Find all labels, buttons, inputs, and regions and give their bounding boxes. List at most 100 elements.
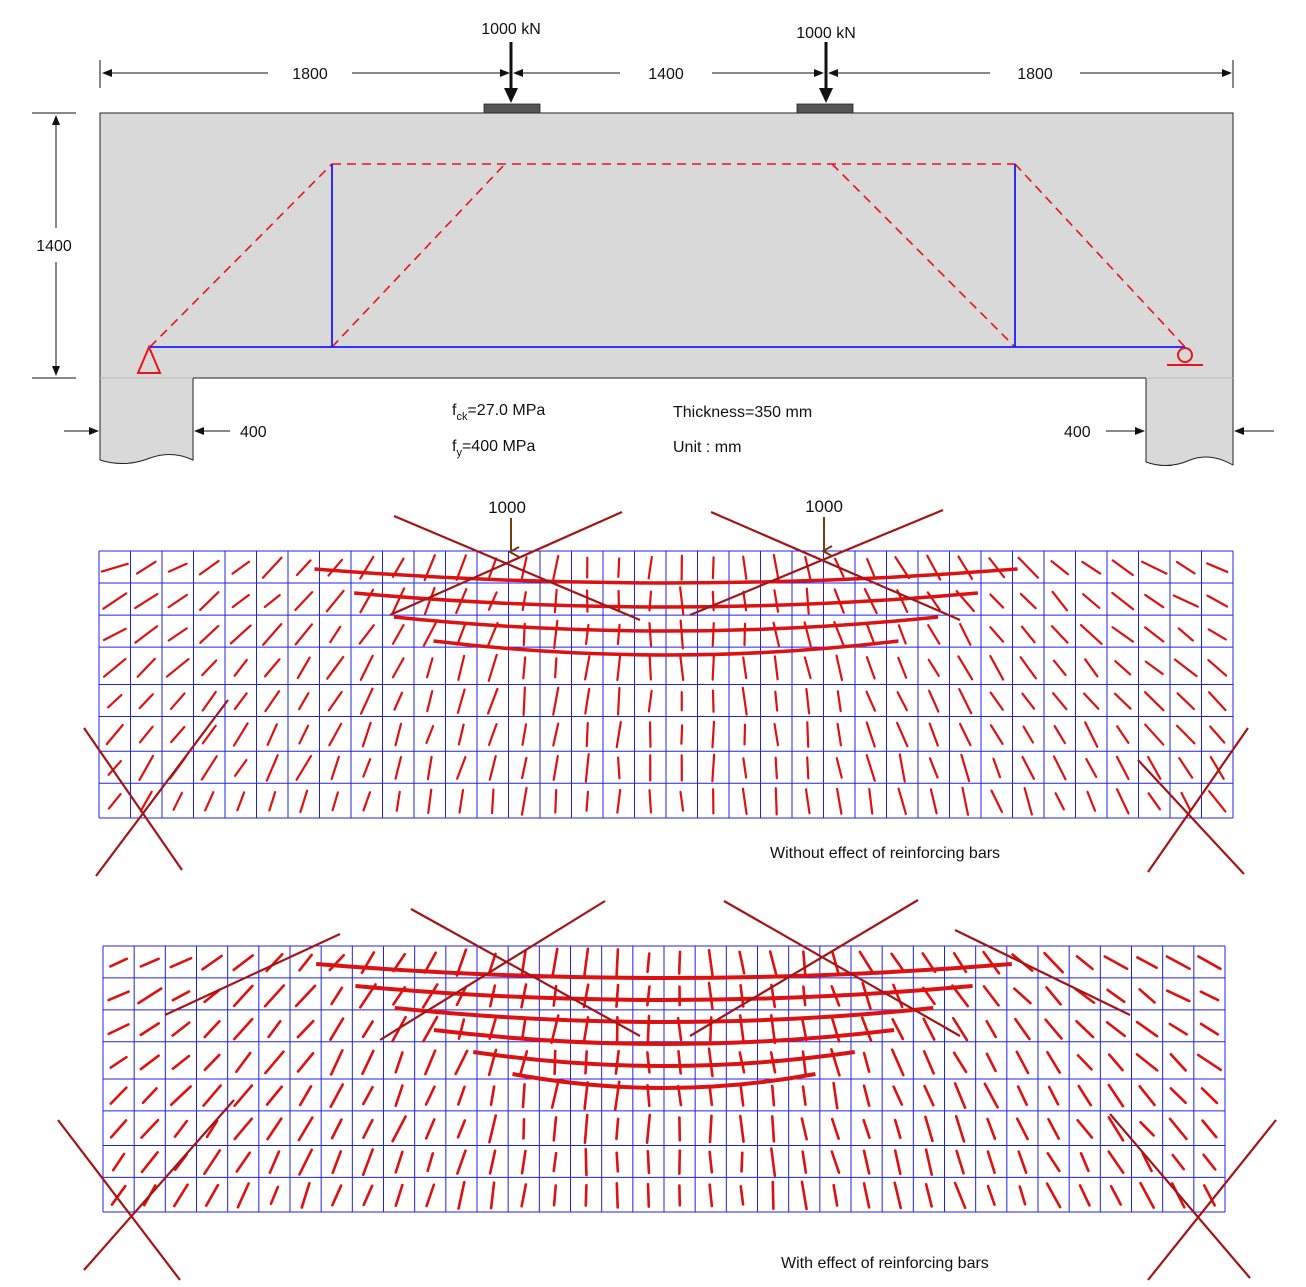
crack-mark: [201, 724, 217, 745]
crack-mark: [646, 985, 651, 1007]
panel-without-rebar: 1000 1000 Without effect of reinforcing …: [83, 497, 1249, 877]
crack-mark: [616, 756, 621, 780]
crack-mark: [1107, 1116, 1125, 1142]
crack-mark: [953, 1082, 967, 1110]
crack-mark: [331, 791, 339, 812]
crack-mark: [262, 623, 283, 646]
crack-mark: [457, 1085, 466, 1106]
crack-mark: [708, 1183, 714, 1208]
crack-mark: [774, 690, 779, 712]
crack-mark: [298, 1085, 313, 1107]
crack-mark: [554, 788, 558, 814]
crack-mark: [1017, 556, 1040, 579]
pin-support-icon: [136, 344, 162, 374]
crack-mark: [804, 555, 812, 580]
crack-mark: [423, 951, 438, 974]
crack-mark: [394, 1084, 404, 1107]
compression-arc: [393, 615, 939, 633]
crack-mark: [680, 724, 684, 745]
crack-mark: [298, 724, 310, 745]
crack-mark: [1079, 1152, 1090, 1173]
crack-mark: [552, 554, 560, 581]
crack-mark: [584, 1183, 588, 1207]
crack-mark: [552, 722, 560, 747]
crack-mark: [203, 1053, 221, 1072]
crack-mark: [801, 1150, 808, 1174]
crack-mark: [391, 657, 405, 679]
crack-mark: [1168, 1022, 1189, 1036]
crack-mark: [139, 957, 160, 968]
crack-mark: [102, 592, 128, 610]
crack-mark: [831, 950, 840, 975]
crack-mark: [1109, 1184, 1122, 1206]
crack-mark: [425, 657, 434, 679]
crack-mark: [865, 721, 876, 748]
crack-mark: [171, 1054, 191, 1071]
crack-mark: [707, 1047, 714, 1078]
crack-mark: [488, 754, 497, 781]
crack-mark: [897, 787, 908, 816]
crack-mark: [865, 623, 876, 646]
height-dimension: [32, 112, 76, 379]
crack-mark: [457, 1180, 466, 1210]
principal-stress-line: [410, 908, 641, 1037]
crack-mark: [265, 952, 284, 973]
crack-mark: [488, 952, 497, 973]
crack-mark: [1114, 660, 1132, 676]
crack-mark: [234, 758, 248, 777]
crack-mark: [424, 1049, 437, 1076]
crack-mark: [456, 623, 467, 646]
crack-mark: [615, 720, 622, 749]
crack-mark: [1078, 1184, 1091, 1207]
crack-mark: [1180, 791, 1192, 811]
crack-mark: [1047, 1085, 1060, 1106]
crack-mark: [1111, 559, 1134, 577]
crack-mark: [550, 1082, 560, 1109]
crack-mark: [167, 627, 188, 642]
crack-mark: [329, 1017, 345, 1041]
fy-label: fy=400 MPa: [452, 438, 535, 459]
crack-mark: [141, 1087, 158, 1105]
crack-mark: [201, 954, 223, 971]
crack-mark: [957, 655, 974, 681]
crack-mark: [1079, 623, 1103, 645]
crack-mark: [1113, 692, 1132, 710]
crack-mark: [897, 656, 908, 679]
crack-mark: [739, 1084, 745, 1107]
crack-mark: [862, 1118, 871, 1139]
crack-mark: [140, 1151, 159, 1174]
crack-mark: [989, 724, 1004, 745]
crack-mark: [1017, 1150, 1028, 1174]
crack-mark: [648, 621, 653, 647]
crack-mark: [1209, 725, 1226, 744]
crack-mark: [928, 757, 939, 779]
dim-right-label: 1800: [1017, 66, 1053, 83]
crack-mark: [648, 655, 652, 681]
crack-mark: [327, 690, 343, 712]
principal-stress-line: [1147, 1119, 1277, 1281]
load-label-right: 1000 kN: [796, 25, 856, 42]
crack-mark: [742, 656, 748, 680]
crack-mark: [865, 754, 876, 782]
crack-mark: [646, 1051, 651, 1074]
crack-mark: [552, 1116, 558, 1142]
crack-mark: [835, 654, 844, 682]
crack-mark: [616, 623, 621, 646]
crack-mark: [393, 691, 404, 711]
crack-mark: [1084, 658, 1099, 678]
crack-mark: [1202, 1184, 1216, 1207]
crack-mark: [199, 591, 220, 612]
crack-mark: [362, 1184, 374, 1207]
crack-mark: [426, 690, 434, 713]
crack-mark: [200, 755, 218, 781]
crack-mark: [294, 984, 317, 1008]
crack-mark: [585, 790, 590, 812]
crack-mark: [300, 1181, 311, 1209]
crack-mark: [1106, 988, 1126, 1004]
crack-mark: [1207, 691, 1227, 712]
crack-mark: [1138, 1085, 1156, 1107]
crack-mark: [739, 1185, 745, 1206]
crack-mark: [100, 562, 129, 573]
crack-mark: [362, 1118, 374, 1139]
crack-mark: [862, 1051, 871, 1073]
